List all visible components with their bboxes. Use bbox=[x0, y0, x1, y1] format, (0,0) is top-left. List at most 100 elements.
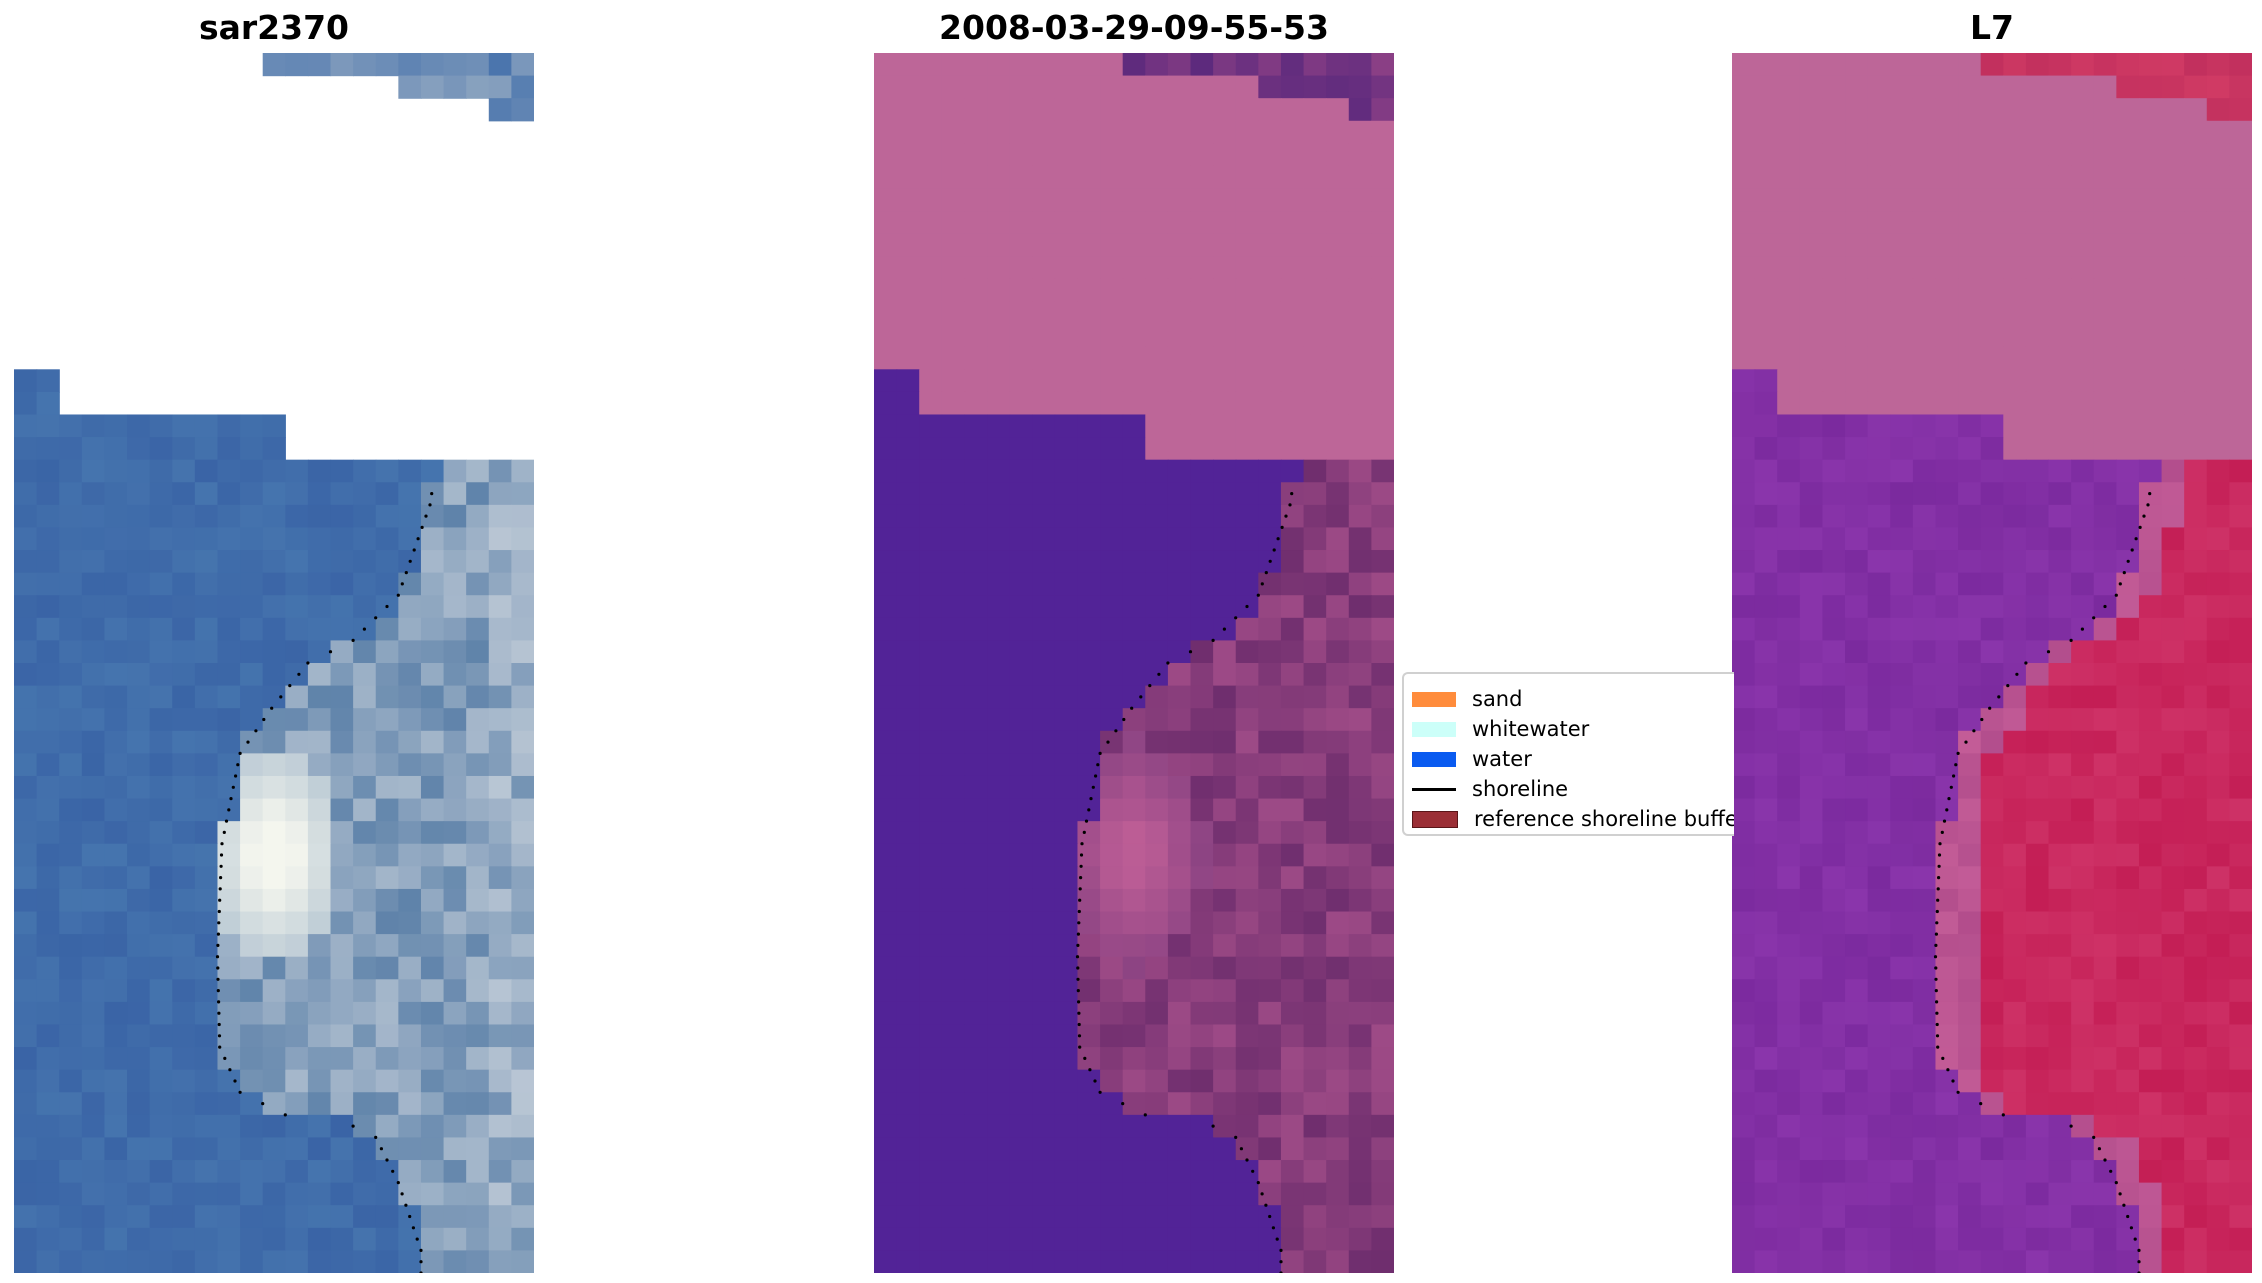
raster-cell bbox=[1371, 911, 1394, 935]
raster-cell bbox=[1912, 1001, 1937, 1026]
raster-cell bbox=[1912, 143, 1937, 167]
raster-cell bbox=[1213, 98, 1237, 122]
raster-cell bbox=[2184, 934, 2208, 958]
raster-cell bbox=[1326, 843, 1350, 867]
raster-cell bbox=[1371, 527, 1394, 551]
raster-cell bbox=[1754, 504, 1778, 529]
raster-cell bbox=[172, 617, 196, 641]
raster-cell bbox=[149, 685, 173, 709]
raster-cell bbox=[919, 1092, 943, 1116]
raster-cell bbox=[127, 437, 151, 461]
raster-cell bbox=[36, 956, 60, 980]
raster-cell bbox=[59, 979, 83, 1003]
raster-cell bbox=[1190, 798, 1214, 822]
raster-cell bbox=[1867, 391, 1891, 416]
raster-cell bbox=[1935, 595, 1959, 619]
raster-cell bbox=[964, 482, 988, 506]
raster-cell bbox=[36, 1092, 60, 1116]
raster-cell bbox=[420, 730, 445, 754]
raster-cell bbox=[1235, 1182, 1259, 1206]
raster-cell bbox=[874, 1227, 898, 1251]
raster-cell bbox=[2025, 1250, 2050, 1273]
raster-cell bbox=[466, 1205, 490, 1229]
raster-cell bbox=[2116, 911, 2140, 935]
raster-cell bbox=[1122, 527, 1146, 551]
raster-cell bbox=[2229, 708, 2252, 732]
raster-cell bbox=[1122, 1001, 1146, 1026]
raster-cell bbox=[1054, 617, 1079, 641]
raster-cell bbox=[941, 391, 966, 416]
raster-cell bbox=[36, 1160, 60, 1184]
raster-cell bbox=[2071, 595, 2095, 619]
raster-cell bbox=[2048, 617, 2072, 641]
raster-cell bbox=[1799, 1069, 1824, 1093]
raster-cell bbox=[1799, 843, 1824, 867]
raster-cell bbox=[919, 188, 943, 212]
raster-cell bbox=[59, 843, 83, 867]
raster-cell bbox=[1845, 120, 1869, 144]
raster-cell bbox=[172, 1024, 196, 1048]
raster-cell bbox=[1122, 1205, 1146, 1229]
raster-cell bbox=[1122, 437, 1146, 461]
raster-cell bbox=[217, 1114, 241, 1139]
shoreline-point bbox=[1076, 966, 1080, 970]
raster-cell bbox=[1190, 527, 1214, 551]
raster-cell bbox=[511, 75, 534, 99]
raster-cell bbox=[1980, 256, 2004, 280]
raster-cell bbox=[1054, 1047, 1079, 1071]
raster-cell bbox=[1348, 1250, 1372, 1273]
raster-cell bbox=[1054, 572, 1079, 596]
raster-cell bbox=[1009, 1250, 1033, 1273]
raster-cell bbox=[1258, 911, 1282, 935]
raster-cell bbox=[1258, 482, 1282, 506]
raster-cell bbox=[1890, 911, 1914, 935]
raster-cell bbox=[2003, 437, 2027, 461]
raster-cell bbox=[1167, 934, 1192, 958]
raster-cell bbox=[1100, 663, 1124, 687]
raster-cell bbox=[59, 1137, 83, 1161]
raster-cell bbox=[1732, 75, 1756, 99]
shoreline-point bbox=[2129, 1226, 2133, 1230]
raster-cell bbox=[511, 1092, 534, 1116]
raster-cell bbox=[987, 550, 1011, 574]
raster-cell bbox=[2229, 346, 2252, 370]
raster-cell bbox=[1958, 685, 1982, 709]
raster-cell bbox=[2116, 685, 2140, 709]
raster-cell bbox=[2048, 640, 2072, 664]
raster-cell bbox=[194, 956, 219, 980]
raster-cell bbox=[466, 504, 490, 529]
raster-cell bbox=[2048, 1024, 2072, 1048]
raster-cell bbox=[1122, 685, 1146, 709]
raster-cell bbox=[149, 1205, 173, 1229]
raster-cell bbox=[1754, 1114, 1778, 1139]
raster-cell bbox=[1867, 821, 1891, 845]
raster-cell bbox=[307, 979, 332, 1003]
legend-swatch-water bbox=[1412, 751, 1456, 767]
shoreline-point bbox=[1936, 887, 1940, 891]
raster-cell bbox=[941, 211, 966, 235]
raster-cell bbox=[919, 888, 943, 913]
raster-cell bbox=[466, 640, 490, 664]
raster-cell bbox=[1958, 979, 1982, 1003]
raster-cell bbox=[375, 1182, 399, 1206]
legend-label-water: water bbox=[1472, 747, 1532, 771]
raster-cell bbox=[1371, 98, 1394, 122]
raster-cell bbox=[1145, 143, 1169, 167]
raster-cell bbox=[2093, 75, 2117, 99]
raster-cell bbox=[941, 572, 966, 596]
raster-cell bbox=[1326, 1205, 1350, 1229]
raster-cell bbox=[1348, 843, 1372, 867]
raster-cell bbox=[1958, 369, 1982, 393]
raster-cell bbox=[353, 1069, 377, 1093]
raster-cell bbox=[1032, 934, 1056, 958]
raster-cell bbox=[1822, 911, 1846, 935]
raster-cell bbox=[2116, 595, 2140, 619]
raster-cell bbox=[1845, 504, 1869, 529]
raster-cell bbox=[1167, 256, 1192, 280]
raster-cell bbox=[1258, 572, 1282, 596]
raster-cell bbox=[2138, 437, 2163, 461]
raster-cell bbox=[1890, 956, 1914, 980]
raster-cell bbox=[127, 640, 151, 664]
raster-cell bbox=[1145, 1182, 1169, 1206]
raster-cell bbox=[1371, 1250, 1394, 1273]
